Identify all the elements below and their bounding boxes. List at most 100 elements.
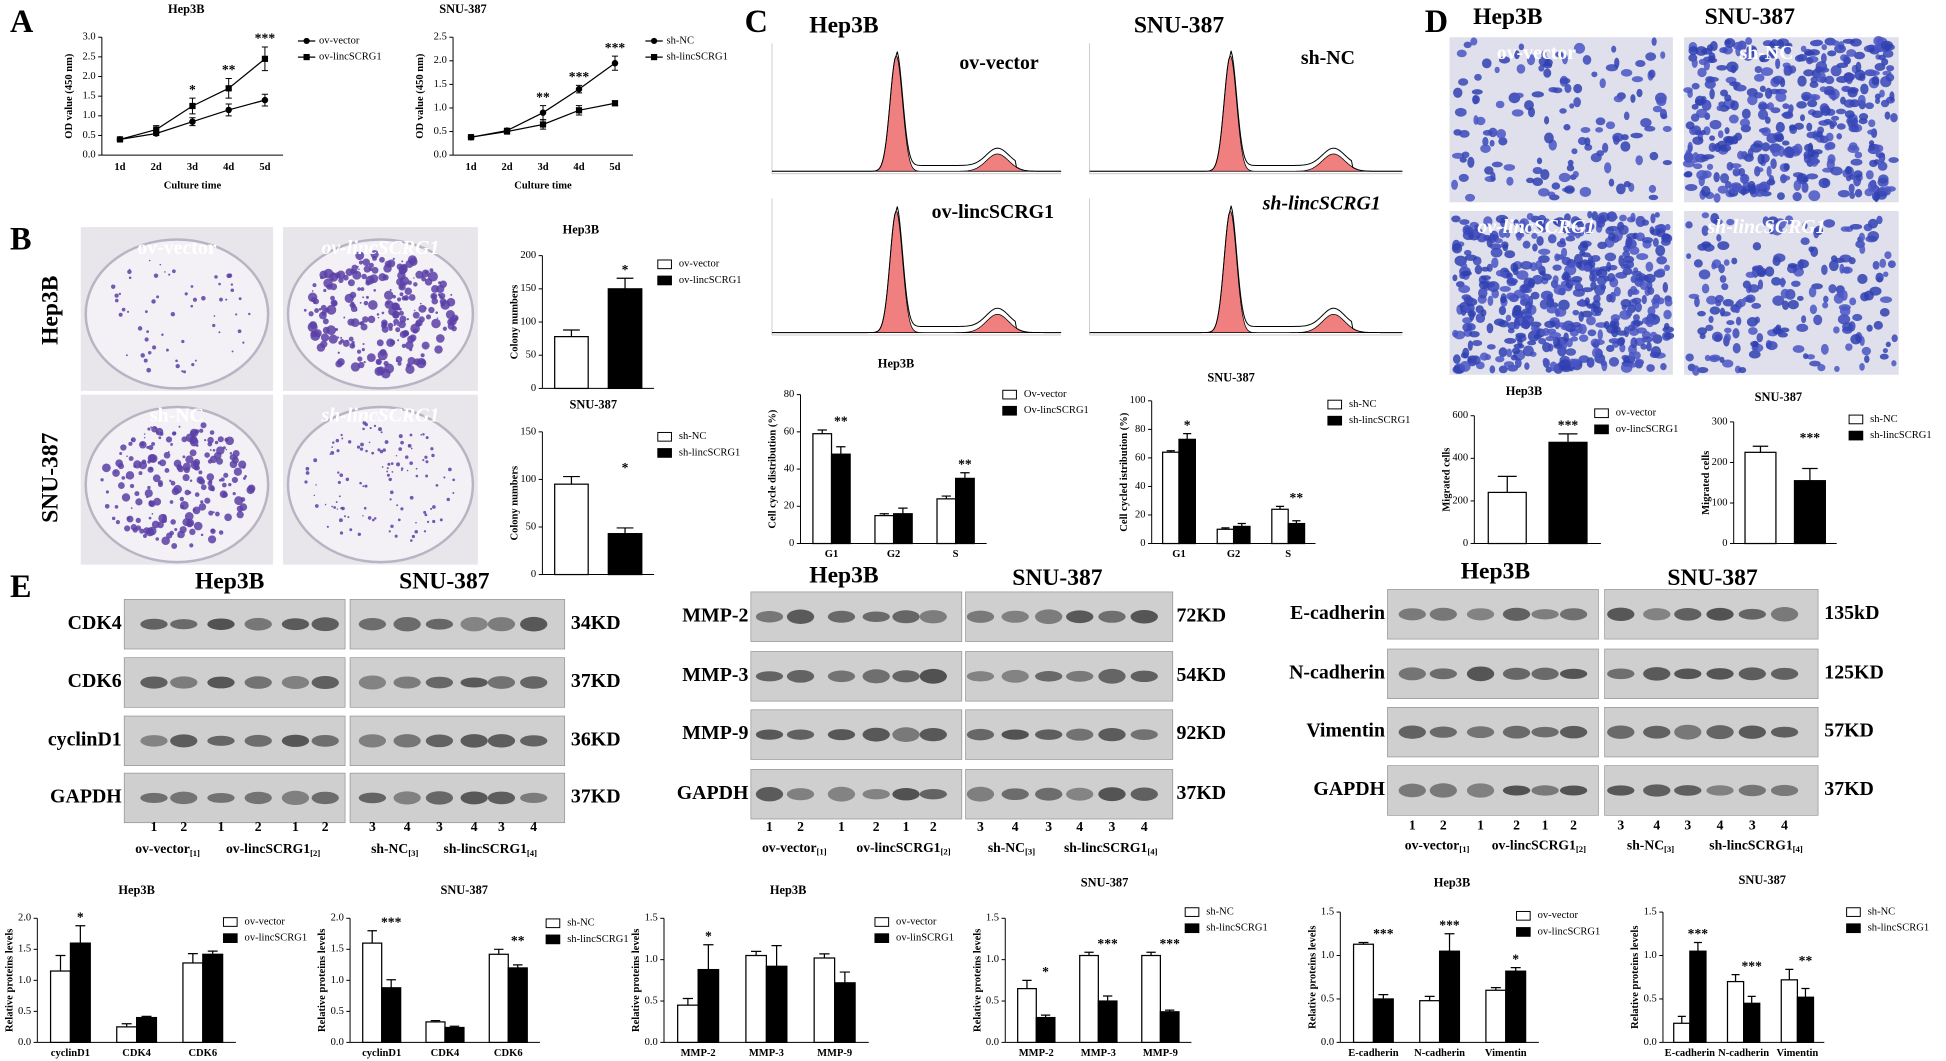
- legend-label: sh-lincSCRG1: [1868, 923, 1929, 934]
- cell: [1716, 105, 1723, 111]
- cell: [1603, 321, 1610, 330]
- colony: [397, 297, 402, 302]
- cell: [1879, 307, 1890, 317]
- cell: [1581, 241, 1588, 249]
- y-tick-label: 0: [531, 383, 536, 394]
- cell: [1644, 125, 1656, 132]
- band: [311, 617, 339, 632]
- error-bar: [1693, 941, 1702, 952]
- x-tick-label: 4d: [223, 162, 234, 173]
- band: [1001, 788, 1029, 801]
- cell: [1605, 121, 1616, 130]
- band: [244, 676, 272, 689]
- cell: [1884, 251, 1892, 260]
- colony: [138, 471, 143, 476]
- cell: [1683, 171, 1693, 178]
- colony: [212, 323, 216, 328]
- cell: [1814, 225, 1824, 236]
- colony: [216, 457, 224, 465]
- cell: [1514, 50, 1520, 60]
- group-index: [4]: [1147, 847, 1157, 857]
- colony: [358, 361, 365, 369]
- colony: [400, 469, 403, 472]
- cell: [1747, 94, 1758, 106]
- chart-title: Hep3B: [168, 2, 204, 16]
- cell: [1854, 188, 1863, 198]
- cell: [1546, 293, 1553, 301]
- colony: [351, 340, 355, 345]
- cell: [1873, 320, 1883, 330]
- legend-label: ov-vector: [679, 259, 720, 270]
- cell: [1802, 222, 1808, 230]
- bar: [488, 953, 509, 1044]
- cell: [1552, 264, 1562, 271]
- band: [827, 729, 856, 741]
- colony: [223, 472, 229, 478]
- cell: [1646, 364, 1655, 372]
- flow-label: ov-vector: [959, 52, 1039, 74]
- cell: [1601, 360, 1608, 372]
- cell: [1843, 56, 1852, 65]
- significance: *: [1512, 951, 1519, 966]
- bar: [202, 953, 224, 1044]
- cell: [1719, 356, 1725, 363]
- colony: [220, 477, 225, 482]
- cell: [1462, 323, 1473, 332]
- cell: [1835, 108, 1847, 115]
- cell: [1489, 139, 1495, 147]
- lane-label: 3: [1684, 818, 1691, 833]
- colony: [347, 440, 352, 444]
- cell: [1760, 67, 1774, 76]
- colony: [380, 431, 383, 434]
- cell: [1567, 159, 1574, 166]
- colony: [171, 543, 178, 549]
- y-axis-label: Relative proteins levels: [1307, 926, 1318, 1029]
- colony: [328, 334, 338, 344]
- size-label: 135kD: [1824, 602, 1879, 624]
- cell: [1546, 306, 1558, 314]
- legend-label: sh-lincSCRG1: [666, 52, 727, 63]
- colony: [410, 447, 413, 450]
- colony: [210, 528, 216, 534]
- colony: [192, 508, 196, 512]
- cell: [1879, 296, 1893, 303]
- column-label: SNU-387: [1134, 13, 1225, 39]
- cell: [1783, 163, 1790, 171]
- colony: [150, 426, 152, 429]
- cell: [1863, 290, 1874, 301]
- cell: [1836, 62, 1849, 69]
- protein-label: E-cadherin: [1290, 602, 1385, 624]
- band: [311, 675, 339, 690]
- cell: [1854, 69, 1866, 81]
- cell: [1800, 45, 1807, 53]
- lane-label: 4: [530, 819, 537, 834]
- point: [575, 107, 583, 114]
- cell: [1507, 328, 1515, 334]
- cell: [1711, 259, 1722, 269]
- band: [520, 792, 548, 804]
- error-bar: [494, 948, 504, 955]
- colony: [390, 524, 394, 529]
- lane-label: 4: [1653, 818, 1660, 833]
- colony: [233, 467, 242, 476]
- legend-swatch: [1002, 405, 1017, 416]
- colony: [436, 317, 439, 319]
- cell: [1573, 83, 1583, 94]
- x-tick-label: Vimentin: [1485, 1048, 1527, 1059]
- y-tick-label: 0: [1722, 538, 1727, 549]
- cell: [1850, 334, 1862, 345]
- lane-label: 3: [1749, 818, 1756, 833]
- bar: [1796, 996, 1815, 1044]
- colony: [416, 358, 427, 369]
- cell: [1872, 260, 1880, 270]
- colony: [189, 543, 194, 548]
- cell: [1719, 47, 1728, 54]
- cell: [1732, 328, 1740, 339]
- band: [311, 734, 339, 747]
- lane-label: 2: [930, 819, 937, 834]
- cell: [1767, 216, 1779, 225]
- cell: [1627, 324, 1636, 332]
- error-bar: [898, 507, 908, 514]
- band: [919, 610, 947, 624]
- error-bar: [751, 950, 762, 956]
